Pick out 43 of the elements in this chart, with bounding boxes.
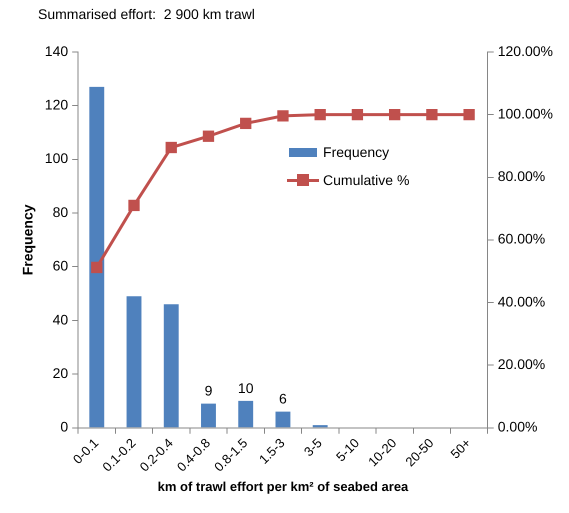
y-tick-label: 80 (52, 204, 68, 220)
bar (89, 86, 104, 428)
y-tick-label: 120 (44, 96, 68, 113)
y-tick-label: 0 (60, 418, 68, 435)
y2-tick-label: 80.00% (498, 168, 546, 184)
point (166, 142, 177, 154)
x-axis-title: km of trawl effort per km² of seabed area (158, 478, 410, 494)
legend-label: Cumulative % (323, 172, 410, 188)
y-tick-label: 20 (52, 364, 68, 381)
data-label: 10 (238, 380, 254, 396)
x-tick-label: 5-10 (333, 435, 362, 464)
bar (238, 400, 254, 428)
data-label: 9 (204, 382, 213, 398)
point (277, 110, 289, 122)
y2-tick-label: 120.00% (498, 42, 554, 59)
point (91, 262, 102, 274)
point (240, 118, 252, 130)
y-tick-label: 100 (44, 150, 68, 166)
bar (126, 296, 142, 428)
y2-tick-label: 0.00% (498, 418, 538, 435)
point (426, 108, 438, 120)
bar (276, 412, 290, 428)
chart-title: Summarised effort: 2 900 km trawl (38, 6, 255, 22)
y2-tick-label: 60.00% (498, 230, 546, 247)
y-tick-label: 40 (52, 311, 68, 328)
x-tick-label: 50+ (448, 435, 474, 462)
x-tick-label: 3-5 (300, 435, 325, 460)
y2-tick-label: 20.00% (498, 356, 546, 372)
y2-tick-label: 100.00% (498, 105, 554, 122)
bar (201, 404, 216, 428)
legend-label: Frequency (323, 144, 390, 160)
point (388, 108, 400, 120)
y2-tick-label: 40.00% (498, 293, 546, 310)
point (463, 108, 475, 120)
point (128, 200, 140, 212)
point (314, 108, 326, 120)
y-axis-title: Frequency (19, 204, 36, 276)
point (352, 108, 364, 120)
point (202, 130, 214, 142)
y-tick-label: 60 (52, 258, 68, 274)
y-tick-label: 140 (44, 42, 68, 59)
data-label: 6 (279, 390, 288, 407)
bar (164, 304, 179, 428)
